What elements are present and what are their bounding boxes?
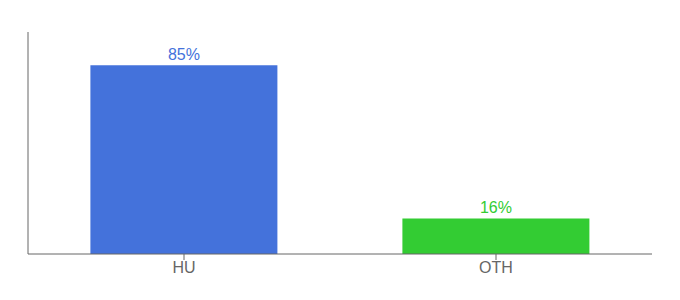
svg-text:85%: 85% — [168, 46, 200, 63]
svg-text:16%: 16% — [480, 199, 512, 216]
svg-text:OTH: OTH — [479, 259, 513, 276]
svg-text:HU: HU — [172, 259, 195, 276]
